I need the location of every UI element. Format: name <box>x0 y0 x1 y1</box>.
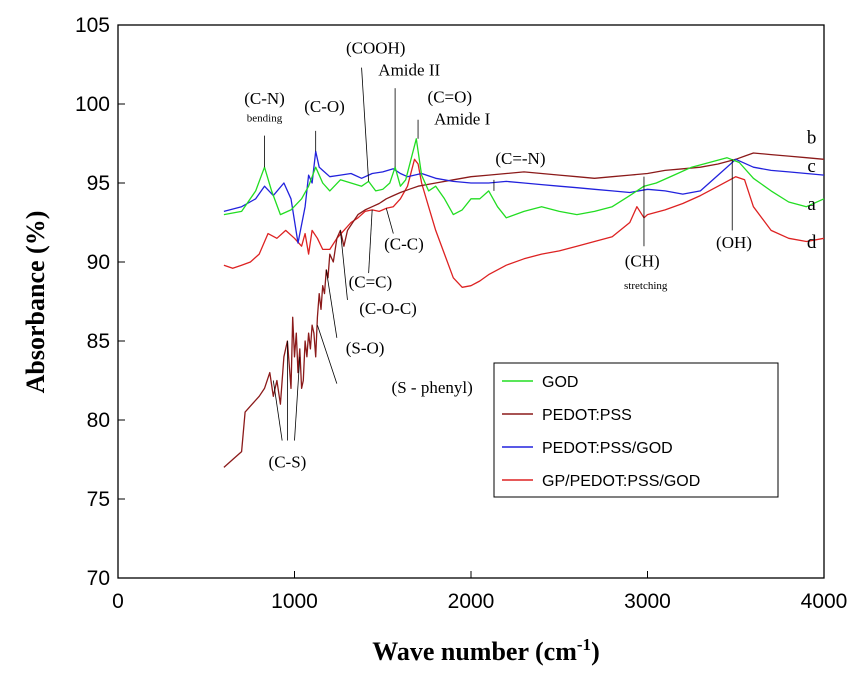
series-line-b <box>223 152 825 468</box>
pointer-10 <box>317 325 338 384</box>
series-line-a <box>223 138 825 219</box>
y-tick-label-4: 90 <box>87 251 110 274</box>
annotations: (C-N) bending (C-O) (COOH) Amide II (C=O) Amid… <box>244 38 752 471</box>
annotation-pointers <box>264 67 733 441</box>
x-axis-title: Wave number (cm-1) <box>372 635 599 666</box>
pointer-6 <box>385 208 394 234</box>
pointer-9 <box>325 269 338 338</box>
legend-box <box>493 362 779 498</box>
y-tick-label-2: 80 <box>87 409 110 432</box>
annotation-1: bending <box>247 112 283 124</box>
y-tick-label-3: 85 <box>87 330 110 353</box>
x-tick-label-1: 1000 <box>271 590 318 613</box>
series-line-d <box>223 158 825 288</box>
x-axis-title-main: Wave number (cm <box>372 637 577 666</box>
legend-label-b: PEDOT:PSS <box>542 407 632 424</box>
pointer-13 <box>294 356 301 441</box>
annotation-11: (S-O) <box>346 339 385 358</box>
curves <box>223 138 825 468</box>
x-axis-title-sup: -1 <box>577 635 591 654</box>
pointer-2 <box>361 67 370 182</box>
series-line-c <box>223 150 825 244</box>
axis-ticks: 0 1000 2000 3000 4000 70 75 80 85 90 95 100 105 <box>75 14 847 613</box>
pointer-11 <box>272 380 283 441</box>
legend-label-d: GP/PEDOT:PSS/GOD <box>542 473 700 490</box>
curve-letter-c: c <box>807 156 815 177</box>
annotation-13: (C-S) <box>269 452 307 471</box>
curve-letter-b: b <box>807 128 817 149</box>
legend-label-c: PEDOT:PSS/GOD <box>542 440 673 457</box>
y-tick-label-7: 105 <box>75 14 110 37</box>
annotation-9: (C=C) <box>349 272 393 291</box>
y-tick-label-1: 75 <box>87 488 110 511</box>
x-tick-label-0: 0 <box>112 590 124 613</box>
y-tick-label-5: 95 <box>87 172 110 195</box>
annotation-5: (C=O) <box>428 87 473 106</box>
annotation-15: stretching <box>624 280 668 292</box>
annotation-7: (C=-N) <box>495 149 545 168</box>
legend: GOD PEDOT:PSS PEDOT:PSS/GOD GP/PEDOT:PSS/GO… <box>493 362 779 498</box>
annotation-2: (C-O) <box>304 97 345 116</box>
x-tick-label-2: 2000 <box>448 590 495 613</box>
annotation-10: (C-O-C) <box>359 299 417 318</box>
annotation-6: Amide I <box>434 110 491 129</box>
annotation-0: (C-N) <box>244 89 285 108</box>
x-tick-label-3: 3000 <box>624 590 671 613</box>
curve-letter-a: a <box>807 194 816 215</box>
x-tick-label-4: 4000 <box>801 590 848 613</box>
annotation-4: Amide II <box>378 61 440 80</box>
pointer-8 <box>339 230 348 300</box>
annotation-8: (C-C) <box>384 234 424 253</box>
annotation-12: (S - phenyl) <box>392 378 473 397</box>
curve-letter-d: d <box>807 232 817 253</box>
y-axis-title: Absorbance (%) <box>21 211 50 394</box>
annotation-3: (COOH) <box>346 38 406 57</box>
pointer-7 <box>368 209 373 274</box>
x-axis-title-end: ) <box>591 637 600 666</box>
annotation-16: (OH) <box>716 233 752 252</box>
y-tick-label-0: 70 <box>87 567 110 590</box>
legend-label-a: GOD <box>542 374 578 391</box>
annotation-14: (CH) <box>625 252 660 271</box>
y-tick-label-6: 100 <box>75 93 110 116</box>
